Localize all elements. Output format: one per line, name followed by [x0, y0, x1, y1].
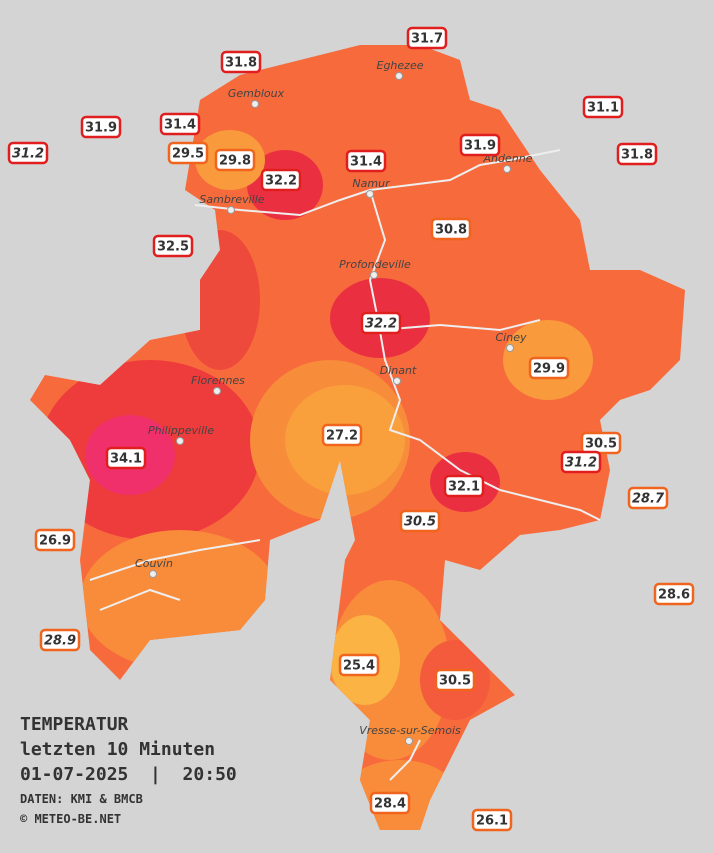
station-box [260, 168, 302, 192]
city-label: Eghezee [377, 59, 424, 72]
station-value: 30.5 [404, 515, 436, 530]
city-dot [251, 100, 259, 108]
station-box [653, 582, 695, 606]
station-value: 29.5 [172, 147, 204, 162]
city-label: Florennes [191, 374, 245, 387]
station-box [471, 808, 513, 832]
station-value: 32.5 [157, 240, 189, 255]
station-value: 31.4 [350, 155, 382, 170]
rivers [89, 149, 601, 781]
station-value: 32.2 [265, 174, 297, 189]
city-label: Gembloux [228, 87, 285, 100]
caption-credit: © METEO-BE.NET [20, 812, 121, 826]
city-label: Dinant [380, 364, 417, 377]
station-value: 31.9 [464, 139, 496, 154]
stations: 31.7 31.8 31.9 31.2 31.4 29.5 29.8 32.2 31.4 31.9… [7, 26, 695, 832]
city-label: Namur [352, 177, 391, 190]
city-dot [227, 206, 235, 214]
station-box [582, 95, 624, 119]
station-box [430, 217, 472, 241]
station-value: 31.1 [587, 101, 619, 116]
station-value: 30.8 [435, 223, 467, 238]
station-value: 28.4 [374, 797, 406, 812]
city-dot [393, 377, 401, 385]
station-box [560, 450, 602, 474]
station-box [7, 141, 49, 165]
station-box [345, 149, 387, 173]
city-dot [366, 190, 374, 198]
city-dot [405, 737, 413, 745]
station-box [220, 50, 262, 74]
station-box [214, 148, 256, 172]
station-value: 29.9 [533, 362, 565, 377]
station-box [399, 509, 441, 533]
station-value: 28.6 [658, 588, 690, 603]
station-value: 25.4 [343, 659, 375, 674]
station-value: 34.1 [110, 452, 142, 467]
station-value: 31.9 [85, 121, 117, 136]
station-value: 28.9 [44, 634, 76, 649]
station-box [627, 486, 669, 510]
station-value: 28.7 [632, 492, 665, 507]
station-box [580, 431, 622, 455]
station-value: 31.8 [621, 148, 653, 163]
station-box [167, 141, 209, 165]
station-value: 26.9 [39, 534, 71, 549]
station-value: 30.5 [439, 674, 471, 689]
caption-datetime: 01-07-2025 | 20:50 [20, 764, 237, 785]
station-box [369, 791, 411, 815]
station-box [443, 474, 485, 498]
station-box [152, 234, 194, 258]
station-box [321, 423, 363, 447]
city-dot [213, 387, 221, 395]
station-value: 31.8 [225, 56, 257, 71]
station-value: 26.1 [476, 814, 508, 829]
city-dot [503, 165, 511, 173]
caption: TEMPERATUR letzten 10 Minuten 01-07-2025… [20, 714, 237, 826]
station-box [338, 653, 380, 677]
station-box [34, 528, 76, 552]
station-value: 32.2 [365, 317, 397, 332]
station-box [39, 628, 81, 652]
station-box [80, 115, 122, 139]
station-value: 32.1 [448, 480, 480, 495]
station-box [528, 356, 570, 380]
city-dot [149, 570, 157, 578]
caption-title: TEMPERATUR [20, 714, 129, 735]
city-dot [176, 437, 184, 445]
station-value: 31.4 [164, 118, 196, 133]
city-dot [395, 72, 403, 80]
city-label: Vresse-sur-Semois [359, 724, 461, 737]
station-box [406, 26, 448, 50]
caption-subtitle: letzten 10 Minuten [20, 739, 215, 760]
city-label: Ciney [496, 331, 527, 344]
station-box [360, 311, 402, 335]
station-value: 30.5 [585, 437, 617, 452]
station-box [434, 668, 476, 692]
city-label: Philippeville [148, 424, 214, 437]
station-value: 31.2 [12, 147, 44, 162]
station-box [616, 142, 658, 166]
station-value: 27.2 [326, 429, 358, 444]
city-label: Couvin [135, 557, 173, 570]
station-box [159, 112, 201, 136]
station-value: 29.8 [219, 154, 251, 169]
station-value: 31.7 [411, 32, 443, 47]
city-dot [506, 344, 514, 352]
station-box [105, 446, 147, 470]
city-label: Profondeville [339, 258, 411, 271]
city-dot [370, 271, 378, 279]
station-box [459, 133, 501, 157]
city-label: Sambreville [199, 193, 264, 206]
caption-source: DATEN: KMI & BMCB [20, 792, 143, 806]
station-value: 31.2 [565, 456, 597, 471]
